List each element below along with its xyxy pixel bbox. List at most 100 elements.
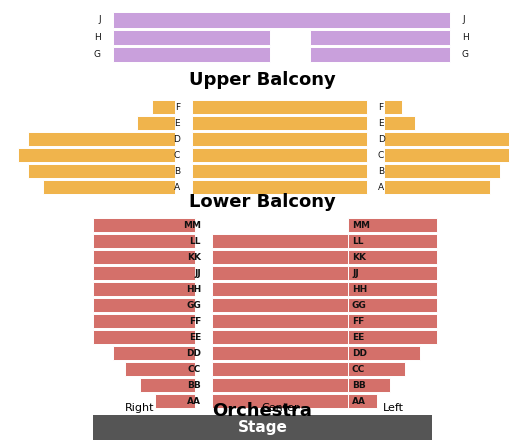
Bar (93, 314, 195, 328)
Text: LL: LL (352, 237, 363, 246)
Text: C: C (378, 151, 384, 159)
Text: Stage: Stage (237, 420, 288, 435)
Bar (348, 218, 437, 232)
Text: KK: KK (352, 253, 366, 262)
Bar (384, 148, 509, 162)
Text: GG: GG (352, 301, 367, 309)
Bar (348, 330, 437, 344)
Bar (348, 282, 437, 296)
Text: CC: CC (352, 365, 365, 373)
Text: AA: AA (187, 396, 201, 405)
Bar (212, 330, 348, 344)
Bar (152, 100, 175, 114)
Bar (140, 378, 195, 392)
Text: C: C (174, 151, 180, 159)
Text: Center: Center (261, 403, 299, 413)
Bar (384, 116, 415, 130)
Text: F: F (378, 103, 383, 111)
Bar (192, 164, 367, 178)
Text: D: D (173, 135, 180, 143)
Text: Left: Left (383, 403, 404, 413)
Bar (384, 180, 490, 194)
Text: D: D (378, 135, 385, 143)
Bar (348, 234, 437, 248)
Bar (113, 30, 270, 45)
Text: FF: FF (189, 317, 201, 325)
Bar (384, 100, 402, 114)
Bar (18, 148, 175, 162)
Bar (93, 330, 195, 344)
Bar (384, 164, 500, 178)
Text: H: H (462, 33, 469, 42)
Text: MM: MM (183, 221, 201, 230)
Bar (348, 346, 420, 360)
Text: KK: KK (187, 253, 201, 262)
Text: MM: MM (352, 221, 370, 230)
Bar (192, 116, 367, 130)
Text: Upper Balcony: Upper Balcony (188, 71, 335, 89)
Bar (192, 180, 367, 194)
Bar (348, 250, 437, 264)
Text: H: H (94, 33, 101, 42)
Bar (348, 314, 437, 328)
Text: JJ: JJ (194, 269, 201, 278)
Text: HH: HH (186, 285, 201, 293)
Bar (348, 394, 377, 408)
Text: Orchestra: Orchestra (212, 402, 312, 420)
Bar (113, 12, 450, 28)
Bar (192, 132, 367, 146)
Text: GG: GG (186, 301, 201, 309)
Bar (93, 250, 195, 264)
Text: B: B (378, 166, 384, 175)
Text: G: G (462, 50, 469, 59)
Bar (212, 234, 348, 248)
Bar (113, 346, 195, 360)
Text: FF: FF (352, 317, 364, 325)
Text: A: A (378, 182, 384, 191)
Bar (212, 394, 348, 408)
Bar (212, 378, 348, 392)
Bar (93, 415, 432, 440)
Bar (384, 132, 509, 146)
Bar (113, 47, 270, 62)
Text: J: J (462, 16, 465, 24)
Text: G: G (94, 50, 101, 59)
Bar (93, 298, 195, 312)
Bar (93, 218, 195, 232)
Bar (93, 282, 195, 296)
Bar (43, 180, 175, 194)
Bar (212, 298, 348, 312)
Text: LL: LL (190, 237, 201, 246)
Text: A: A (174, 182, 180, 191)
Text: AA: AA (352, 396, 366, 405)
Bar (192, 148, 367, 162)
Bar (348, 378, 390, 392)
Bar (212, 346, 348, 360)
Bar (28, 164, 175, 178)
Text: E: E (378, 119, 384, 127)
Text: J: J (98, 16, 101, 24)
Text: HH: HH (352, 285, 367, 293)
Text: BB: BB (187, 381, 201, 389)
Bar (93, 266, 195, 280)
Text: B: B (174, 166, 180, 175)
Bar (93, 234, 195, 248)
Bar (212, 266, 348, 280)
Bar (348, 362, 405, 376)
Text: DD: DD (352, 349, 367, 357)
Bar (192, 100, 367, 114)
Bar (212, 314, 348, 328)
Text: BB: BB (352, 381, 366, 389)
Bar (212, 250, 348, 264)
Bar (155, 394, 195, 408)
Bar (310, 30, 450, 45)
Bar (348, 298, 437, 312)
Text: EE: EE (352, 333, 364, 341)
Bar (28, 132, 175, 146)
Bar (212, 282, 348, 296)
Bar (348, 266, 437, 280)
Text: DD: DD (186, 349, 201, 357)
Text: JJ: JJ (352, 269, 359, 278)
Text: Lower Balcony: Lower Balcony (188, 193, 335, 211)
Bar (212, 362, 348, 376)
